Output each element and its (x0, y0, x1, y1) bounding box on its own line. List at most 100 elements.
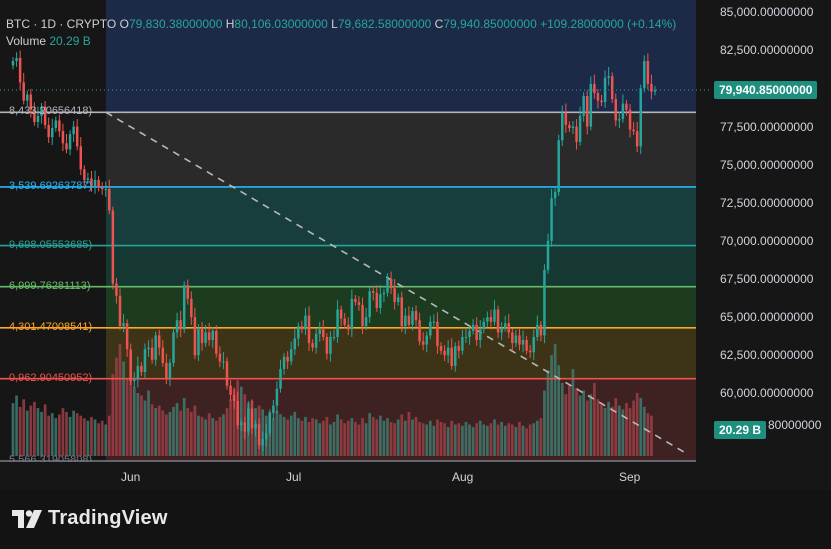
candle-body[interactable] (382, 292, 386, 295)
candle-body[interactable] (407, 315, 411, 325)
candle-body[interactable] (607, 76, 610, 78)
candle-body[interactable] (108, 189, 111, 211)
candle-body[interactable] (29, 94, 33, 110)
candle-body[interactable] (125, 323, 129, 350)
candle-body[interactable] (357, 301, 361, 305)
candle-body[interactable] (136, 365, 140, 380)
candle-body[interactable] (179, 320, 182, 330)
candle-body[interactable] (596, 93, 600, 101)
candle-body[interactable] (26, 94, 29, 101)
candle-body[interactable] (436, 321, 439, 347)
candle-body[interactable] (168, 362, 172, 379)
candle-body[interactable] (175, 320, 179, 333)
candle-body[interactable] (514, 335, 518, 344)
candle-body[interactable] (150, 347, 154, 360)
candle-body[interactable] (425, 335, 428, 345)
candle-body[interactable] (539, 324, 543, 336)
candle-body[interactable] (525, 340, 528, 351)
candle-body[interactable] (311, 343, 314, 348)
candle-body[interactable] (557, 140, 560, 193)
candle-body[interactable] (140, 365, 143, 373)
candle-body[interactable] (279, 368, 282, 389)
candle-body[interactable] (133, 379, 136, 382)
candle-body[interactable] (432, 321, 436, 323)
candle-body[interactable] (254, 423, 257, 429)
candle-body[interactable] (247, 408, 250, 432)
tradingview-logo[interactable]: TradingView (12, 507, 168, 530)
candle-body[interactable] (197, 327, 200, 356)
candle-body[interactable] (593, 83, 596, 94)
candle-body[interactable] (58, 120, 61, 132)
candle-body[interactable] (457, 346, 461, 351)
candle-body[interactable] (300, 326, 304, 330)
candle-body[interactable] (154, 335, 157, 360)
candle-body[interactable] (443, 350, 446, 356)
candle-body[interactable] (621, 103, 625, 119)
candle-body[interactable] (343, 318, 346, 325)
candle-body[interactable] (521, 340, 525, 345)
candle-body[interactable] (22, 82, 25, 101)
candle-body[interactable] (118, 295, 122, 327)
candle-body[interactable] (190, 298, 193, 318)
candle-body[interactable] (478, 329, 482, 341)
candle-body[interactable] (115, 283, 118, 296)
candle-body[interactable] (304, 315, 307, 330)
candle-body[interactable] (371, 291, 375, 293)
candle-body[interactable] (500, 327, 503, 333)
candle-body[interactable] (386, 279, 389, 293)
candle-body[interactable] (207, 332, 211, 341)
price-axis[interactable]: 85,000.00000000 82,500.00000000 77,500.000… (710, 0, 831, 462)
candle-body[interactable] (582, 96, 585, 116)
candle-body[interactable] (129, 349, 132, 382)
candle-body[interactable] (404, 315, 407, 327)
volume-label[interactable]: Volume (6, 34, 47, 48)
candle-body[interactable] (468, 330, 471, 337)
candle-body[interactable] (79, 146, 83, 170)
candle-body[interactable] (350, 298, 354, 330)
candle-body[interactable] (614, 99, 618, 121)
candle-body[interactable] (236, 401, 239, 426)
candle-body[interactable] (90, 178, 93, 187)
candle-body[interactable] (375, 292, 379, 308)
candle-body[interactable] (646, 60, 650, 84)
candle-body[interactable] (47, 125, 50, 138)
candle-body[interactable] (528, 350, 532, 353)
candle-body[interactable] (122, 323, 125, 327)
candle-body[interactable] (471, 324, 475, 331)
candle-body[interactable] (643, 60, 646, 89)
candle-body[interactable] (446, 347, 450, 356)
candle-body[interactable] (336, 309, 339, 337)
candle-body[interactable] (507, 323, 511, 333)
candle-body[interactable] (625, 103, 628, 110)
candle-body[interactable] (68, 134, 72, 150)
candle-body[interactable] (503, 323, 507, 328)
candle-body[interactable] (553, 192, 557, 199)
candle-body[interactable] (36, 115, 40, 122)
candle-body[interactable] (411, 311, 414, 325)
plot-area[interactable]: BTC · 1D · CRYPTO O79,830.38000000 H80,1… (0, 0, 710, 462)
candle-body[interactable] (83, 169, 86, 180)
candle-body[interactable] (339, 309, 343, 319)
candle-body[interactable] (475, 324, 478, 341)
candle-body[interactable] (314, 333, 318, 348)
candle-body[interactable] (546, 240, 550, 270)
candle-body[interactable] (215, 330, 218, 354)
candle-body[interactable] (589, 83, 593, 127)
candle-body[interactable] (293, 338, 297, 350)
candle-body[interactable] (72, 126, 75, 135)
candle-body[interactable] (61, 131, 65, 144)
candle-body[interactable] (275, 388, 279, 406)
candle-body[interactable] (564, 112, 568, 126)
candle-body[interactable] (65, 143, 68, 150)
candle-body[interactable] (361, 304, 364, 327)
candle-body[interactable] (393, 288, 396, 302)
candle-body[interactable] (450, 347, 453, 366)
candle-body[interactable] (439, 346, 443, 351)
candle-body[interactable] (650, 83, 653, 92)
candle-body[interactable] (86, 178, 90, 180)
candle-body[interactable] (486, 317, 489, 322)
candle-body[interactable] (568, 125, 571, 129)
candle-body[interactable] (157, 335, 161, 348)
candle-body[interactable] (261, 439, 264, 446)
candle-body[interactable] (40, 106, 43, 116)
